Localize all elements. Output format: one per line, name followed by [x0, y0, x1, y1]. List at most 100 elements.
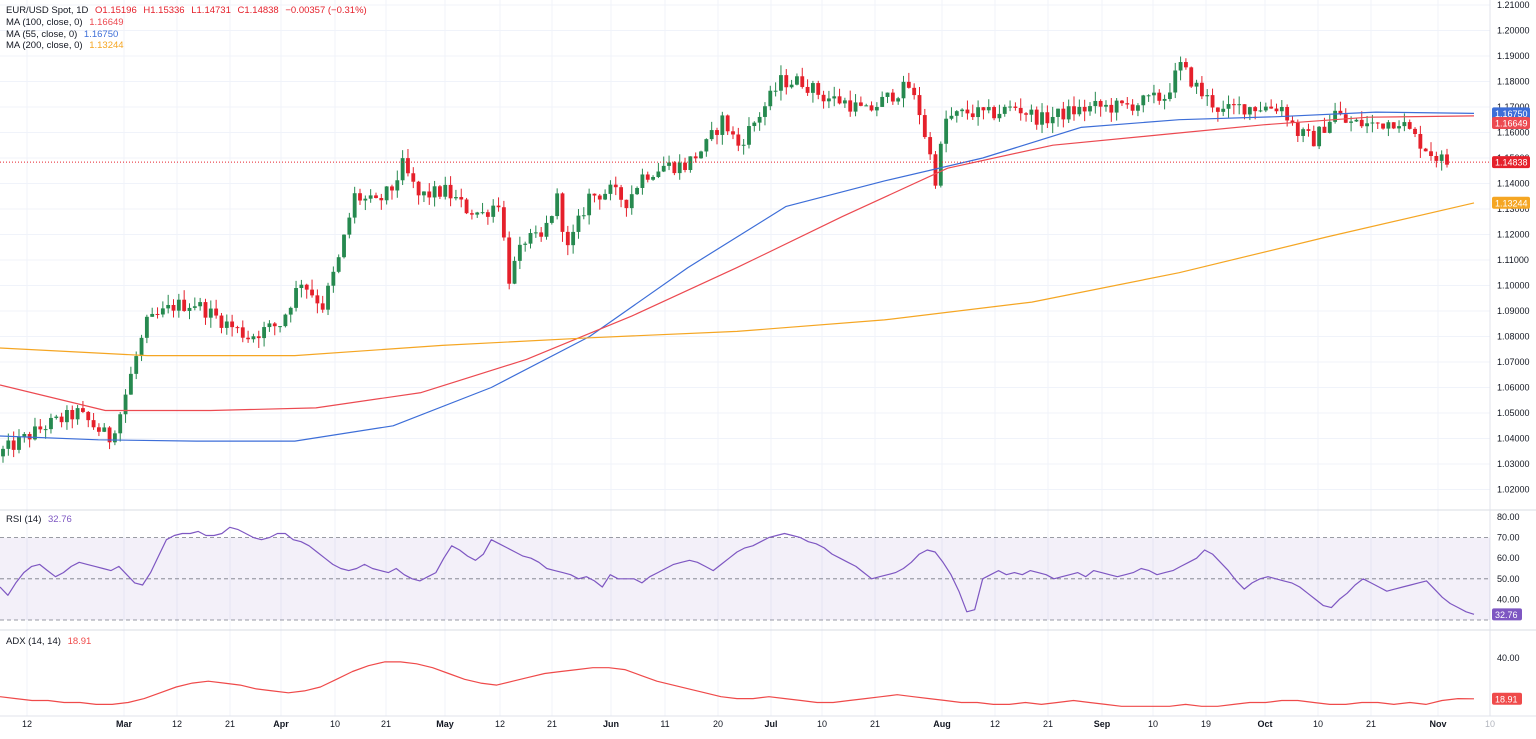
candle-body [411, 173, 416, 182]
candle-body [1445, 154, 1449, 165]
candle-body [592, 193, 597, 196]
candle-body [1034, 109, 1039, 125]
time-tick-label: 20 [713, 719, 723, 729]
candle-body [645, 174, 650, 180]
candle-body [54, 416, 59, 418]
price-tick-label: 1.05000 [1497, 408, 1530, 418]
candle-body [453, 197, 458, 199]
candle-body [635, 187, 639, 195]
candle-body [880, 96, 885, 107]
ma100-badge: 1.16649 [1495, 118, 1528, 128]
rsi-line [0, 526, 1475, 615]
candle-body [144, 316, 149, 338]
candle-body [1242, 104, 1247, 115]
candle-body [1066, 106, 1071, 120]
candle-body [374, 195, 378, 199]
candle-body [86, 411, 91, 421]
candle-body [160, 308, 165, 315]
candle-body [272, 323, 277, 327]
adx-line [0, 661, 1475, 707]
candle-body [416, 181, 421, 196]
candle-body [342, 234, 346, 258]
time-tick-label: 11 [660, 719, 669, 729]
ma100-legend: MA (100, close, 0) 1.16649 [6, 17, 128, 28]
candle-body [528, 233, 533, 244]
candle-body [1434, 155, 1439, 161]
candle-body [1263, 106, 1268, 111]
candle-body [1152, 92, 1156, 96]
last-price-badge-bg [1492, 156, 1530, 169]
candle-body [299, 284, 304, 289]
candle-body [379, 198, 384, 201]
candle-body [821, 94, 826, 102]
candle-body [368, 195, 373, 199]
candle-body [517, 244, 522, 261]
candle-body [485, 212, 490, 217]
candle-body [928, 137, 933, 155]
candle-body [1072, 106, 1076, 115]
candle-body [1194, 82, 1199, 87]
candle-body [864, 105, 869, 107]
candle-body [1365, 123, 1369, 127]
candle-body [214, 308, 219, 316]
candle-body [896, 98, 901, 102]
time-tick-label: Sep [1094, 719, 1111, 729]
price-tick-label: 1.16000 [1497, 128, 1530, 138]
candle-body [283, 314, 288, 327]
candle-body [1226, 104, 1231, 109]
price-tick-label: 1.08000 [1497, 332, 1530, 342]
candle-body [1333, 110, 1338, 122]
candle-body [22, 434, 27, 437]
candle-body [960, 109, 965, 112]
candle-body [874, 106, 879, 111]
time-tick-label: 21 [225, 719, 235, 729]
time-tick-label: 10 [330, 719, 340, 729]
ma200-value: 1.13244 [89, 40, 124, 51]
candle-body [981, 107, 986, 111]
candle-body [1040, 112, 1044, 125]
time-tick-label: 21 [381, 719, 391, 729]
candle-body [1253, 107, 1258, 112]
candle-body [246, 337, 251, 340]
candle-body [363, 198, 368, 201]
candle-body [123, 394, 128, 415]
rsi-tick-label: 80.00 [1497, 512, 1520, 522]
candle-body [1322, 126, 1327, 133]
candle-body [11, 440, 16, 450]
rsi-legend-value: 32.76 [48, 514, 72, 525]
candle-body [672, 162, 677, 174]
candle-body [539, 232, 544, 237]
candle-body [1311, 130, 1316, 147]
candle-body [1029, 109, 1034, 115]
candle-body [288, 307, 293, 315]
price-tick-label: 1.04000 [1497, 434, 1530, 444]
ma100-value: 1.16649 [89, 17, 124, 28]
candle-body [107, 427, 112, 443]
candle-body [741, 144, 746, 146]
candle-body [469, 213, 474, 215]
candle-body [763, 106, 767, 117]
candle-body [1098, 100, 1103, 107]
candle-body [501, 207, 506, 238]
candle-body [715, 130, 719, 135]
time-tick-label: 10 [817, 719, 827, 729]
candle-body [1258, 110, 1263, 112]
ma55-line [0, 111, 1475, 442]
candle-body [464, 199, 469, 214]
last-price-badge: 1.14838 [1495, 158, 1528, 168]
candle-body [683, 162, 687, 170]
ma100-label: MA (100, close, 0) [6, 17, 83, 28]
price-tick-label: 1.19000 [1497, 51, 1530, 61]
candle-body [1269, 106, 1274, 109]
candle-body [91, 420, 96, 428]
candle-body [155, 313, 160, 315]
rsi-tick-label: 50.00 [1497, 574, 1520, 584]
candle-body [251, 336, 256, 340]
candle-body [432, 186, 437, 198]
candle-body [1183, 62, 1188, 68]
candle-body [49, 417, 53, 430]
adx-label: ADX (14, 14) [6, 636, 61, 647]
candle-body [512, 260, 517, 284]
